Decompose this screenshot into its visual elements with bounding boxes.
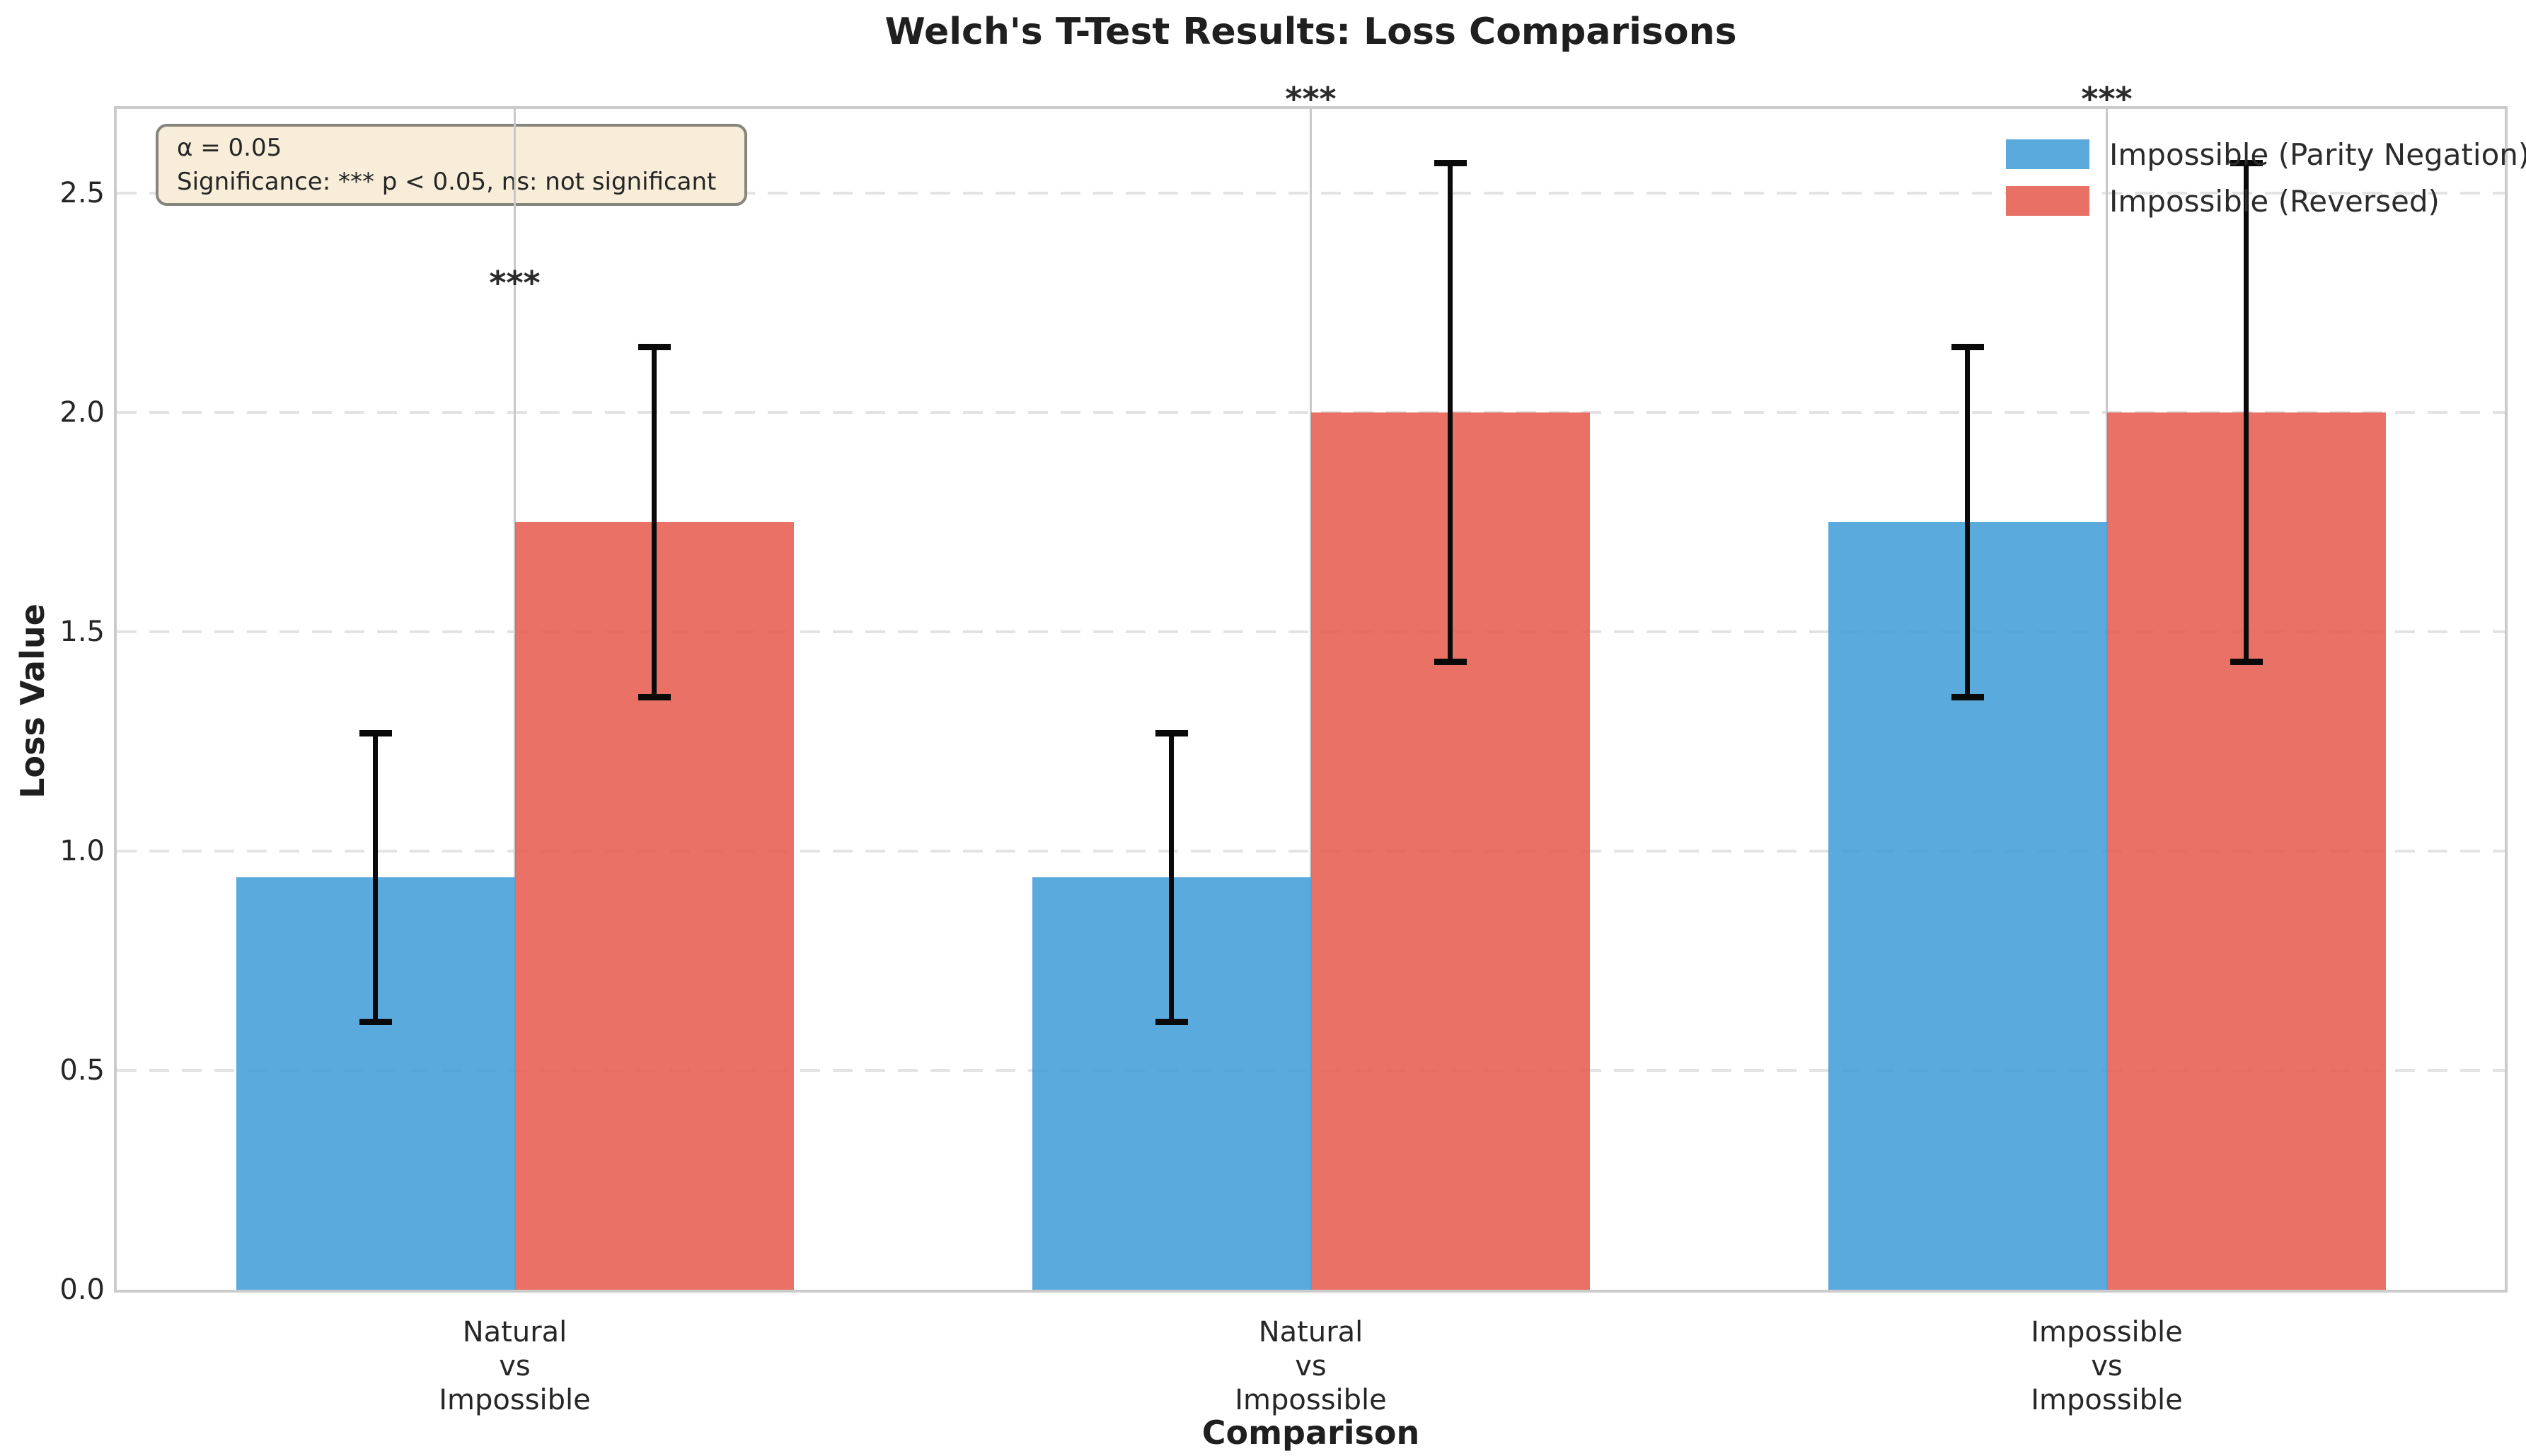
legend-row-parity-negation: Impossible (Parity Negation) (2006, 136, 2526, 173)
error-bar-cap-bottom (1434, 659, 1467, 666)
error-bar-cap-top (638, 344, 671, 350)
error-bar-cap-top (1155, 729, 1188, 736)
legend-label-reversed: Impossible (Reversed) (2109, 183, 2440, 219)
error-bar-cap-top (1951, 344, 1984, 350)
error-bar-cap-bottom (1951, 694, 1984, 700)
error-bar-cap-bottom (1155, 1018, 1188, 1025)
y-tick-label: 1.0 (59, 835, 105, 867)
y-tick-label: 2.5 (59, 177, 105, 209)
error-bar-line (2244, 162, 2249, 663)
plot-area-frame (114, 106, 2508, 1293)
significance-stars: *** (2081, 79, 2133, 118)
alpha-annotation-line1: α = 0.05 (177, 134, 282, 162)
error-bar-cap-bottom (2230, 659, 2263, 666)
y-tick-label: 2.0 (59, 396, 105, 429)
error-bar-line (1448, 162, 1453, 663)
y-tick-label: 0.5 (59, 1054, 105, 1087)
error-bar-line (652, 347, 657, 698)
significance-stars: *** (1285, 79, 1337, 118)
error-bar-cap-bottom (359, 1018, 392, 1025)
legend-swatch-blue (2006, 139, 2089, 169)
y-tick-label: 1.5 (59, 616, 105, 648)
x-tick-label: Impossible vs Impossible (2031, 1316, 2183, 1416)
x-axis-label: Comparison (1201, 1414, 1420, 1452)
y-axis-label: Loss Value (13, 603, 52, 799)
x-tick-label: Natural vs Impossible (1235, 1316, 1387, 1416)
y-tick-label: 0.0 (59, 1273, 105, 1306)
legend: Impossible (Parity Negation) Impossible … (2006, 136, 2526, 229)
error-bar-line (1965, 347, 1970, 698)
legend-swatch-red (2006, 186, 2089, 216)
legend-label-parity-negation: Impossible (Parity Negation) (2109, 137, 2526, 172)
significance-stars: *** (489, 264, 541, 302)
error-bar-cap-top (2230, 159, 2263, 166)
error-bar-cap-top (359, 729, 392, 736)
error-bar-line (1169, 732, 1174, 1022)
error-bar-cap-bottom (638, 694, 671, 700)
chart-title: Welch's T-Test Results: Loss Comparisons (884, 11, 1737, 53)
x-tick-label: Natural vs Impossible (439, 1316, 591, 1416)
legend-row-reversed: Impossible (Reversed) (2006, 183, 2526, 219)
alpha-annotation-line2: Significance: *** p < 0.05, ns: not sign… (177, 168, 717, 196)
error-bar-cap-top (1434, 159, 1467, 166)
alpha-annotation-box: α = 0.05 Significance: *** p < 0.05, ns:… (156, 124, 747, 206)
error-bar-line (373, 732, 378, 1022)
